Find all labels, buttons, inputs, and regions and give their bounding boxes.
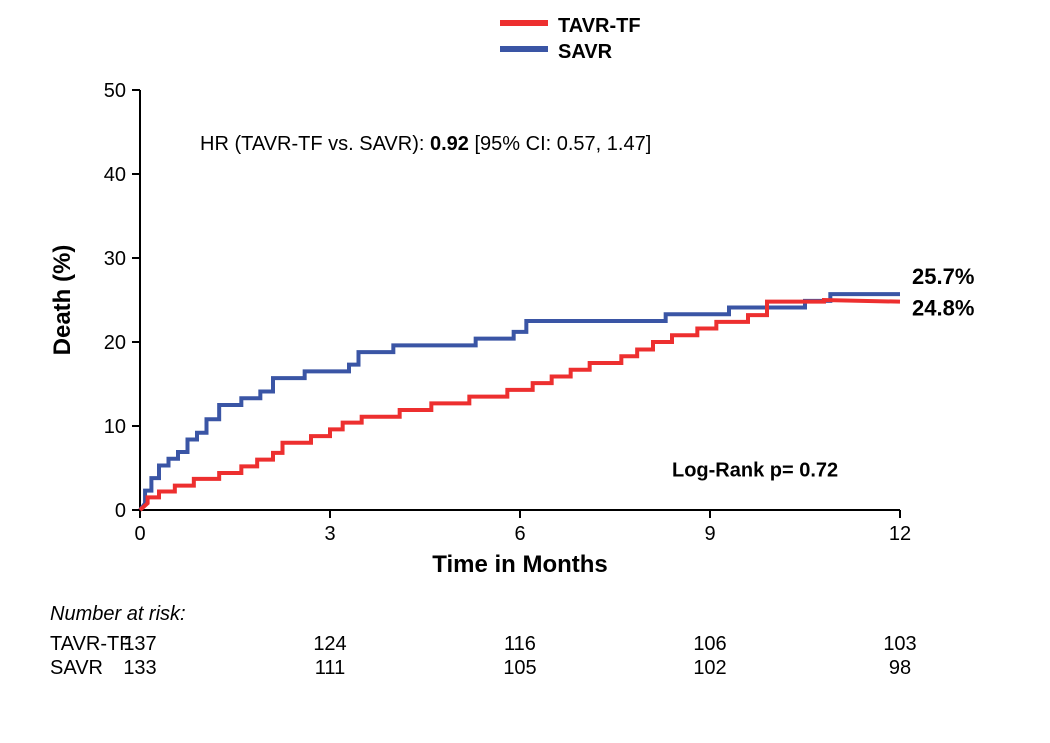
hr-annotation: HR (TAVR-TF vs. SAVR): 0.92 [95% CI: 0.5… (200, 133, 651, 155)
legend-label-tavr_tf: TAVR-TF (558, 15, 641, 37)
logrank-annotation: Log-Rank p= 0.72 (672, 459, 838, 481)
y-axis-label: Death (%) (49, 245, 76, 356)
x-axis-label: Time in Months (432, 551, 608, 578)
km-figure: { "layout": { "width": 1050, "height": 7… (0, 0, 1050, 743)
end-label-tavr_tf: 24.8% (912, 296, 974, 321)
risk-cell: 111 (315, 657, 345, 679)
risk-cell: 116 (504, 633, 536, 655)
y-tick-label: 10 (104, 416, 126, 438)
legend-swatch-savr (500, 46, 548, 52)
risk-cell: 102 (693, 657, 726, 679)
x-tick-label: 12 (889, 523, 911, 545)
risk-cell: 105 (503, 657, 536, 679)
risk-row-label: TAVR-TF (50, 633, 131, 655)
legend-label-savr: SAVR (558, 41, 613, 63)
x-tick-label: 0 (134, 523, 145, 545)
end-label-savr: 25.7% (912, 264, 974, 289)
risk-cell: 137 (123, 633, 156, 655)
y-tick-label: 20 (104, 332, 126, 354)
risk-cell: 124 (313, 633, 346, 655)
km-chart: 0 10 20 30 40 50 0 3 6 9 12 Time in Months Death (%)… (0, 0, 1050, 743)
x-tick-label: 3 (324, 523, 335, 545)
risk-cell: 103 (883, 633, 916, 655)
risk-cell: 133 (123, 657, 156, 679)
risk-cell: 106 (693, 633, 726, 655)
y-tick-label: 30 (104, 248, 126, 270)
y-tick-label: 50 (104, 80, 126, 102)
legend-swatch-tavr_tf (500, 20, 548, 26)
risk-cell: 98 (889, 657, 911, 679)
y-tick-label: 40 (104, 164, 126, 186)
x-tick-label: 9 (704, 523, 715, 545)
x-tick-label: 6 (514, 523, 525, 545)
risk-table-title: Number at risk: (50, 603, 186, 625)
y-tick-label: 0 (115, 500, 126, 522)
risk-row-label: SAVR (50, 657, 103, 679)
